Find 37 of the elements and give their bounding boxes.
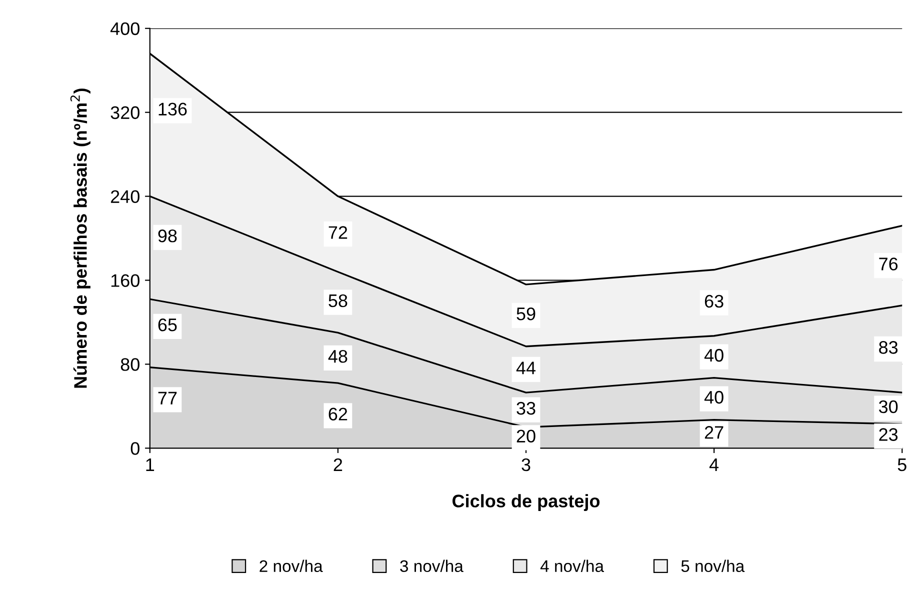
legend-label: 3 nov/ha bbox=[400, 560, 464, 572]
x-axis-title: Ciclos de pastejo bbox=[452, 494, 600, 511]
data-label: 63 bbox=[704, 294, 724, 308]
data-label: 27 bbox=[704, 426, 724, 439]
data-label: 48 bbox=[328, 350, 348, 363]
y-axis-title: Número de perfilhos basais (nº/m$^{2}$) bbox=[70, 88, 90, 388]
y-tick-label: 240 bbox=[110, 190, 140, 204]
y-tick-label: 80 bbox=[120, 358, 140, 371]
x-tick-label: 1 bbox=[146, 458, 154, 471]
x-tick-label: 5 bbox=[898, 458, 906, 472]
data-label: 23 bbox=[879, 428, 898, 441]
data-label: 40 bbox=[704, 348, 724, 362]
data-label: 58 bbox=[328, 294, 348, 308]
data-label: 33 bbox=[516, 402, 536, 415]
y-tick-label: 0 bbox=[130, 442, 140, 455]
data-label: 77 bbox=[158, 392, 177, 404]
x-tick-label: 4 bbox=[709, 458, 719, 471]
data-label: 59 bbox=[516, 307, 536, 320]
data-label: 62 bbox=[328, 408, 348, 420]
data-label: 30 bbox=[878, 400, 898, 414]
data-label: 72 bbox=[328, 226, 348, 239]
data-label: 65 bbox=[158, 318, 177, 332]
y-tick-label: 400 bbox=[110, 22, 140, 36]
data-label: 83 bbox=[879, 341, 898, 354]
y-tick-label: 320 bbox=[110, 106, 140, 120]
data-label: 44 bbox=[516, 362, 536, 374]
x-tick-label: 2 bbox=[334, 458, 342, 471]
legend-label: 2 nov/ha bbox=[260, 560, 323, 572]
x-tick-label: 3 bbox=[522, 458, 530, 472]
data-label: 20 bbox=[516, 430, 536, 443]
y-tick-label: 160 bbox=[111, 274, 140, 287]
data-label: 76 bbox=[879, 258, 898, 270]
legend-label: 5 nov/ha bbox=[681, 560, 745, 572]
data-label: 40 bbox=[704, 390, 724, 404]
data-label: 136 bbox=[158, 102, 187, 116]
data-label: 98 bbox=[158, 230, 177, 242]
legend-label: 4 nov/ha bbox=[540, 560, 604, 572]
